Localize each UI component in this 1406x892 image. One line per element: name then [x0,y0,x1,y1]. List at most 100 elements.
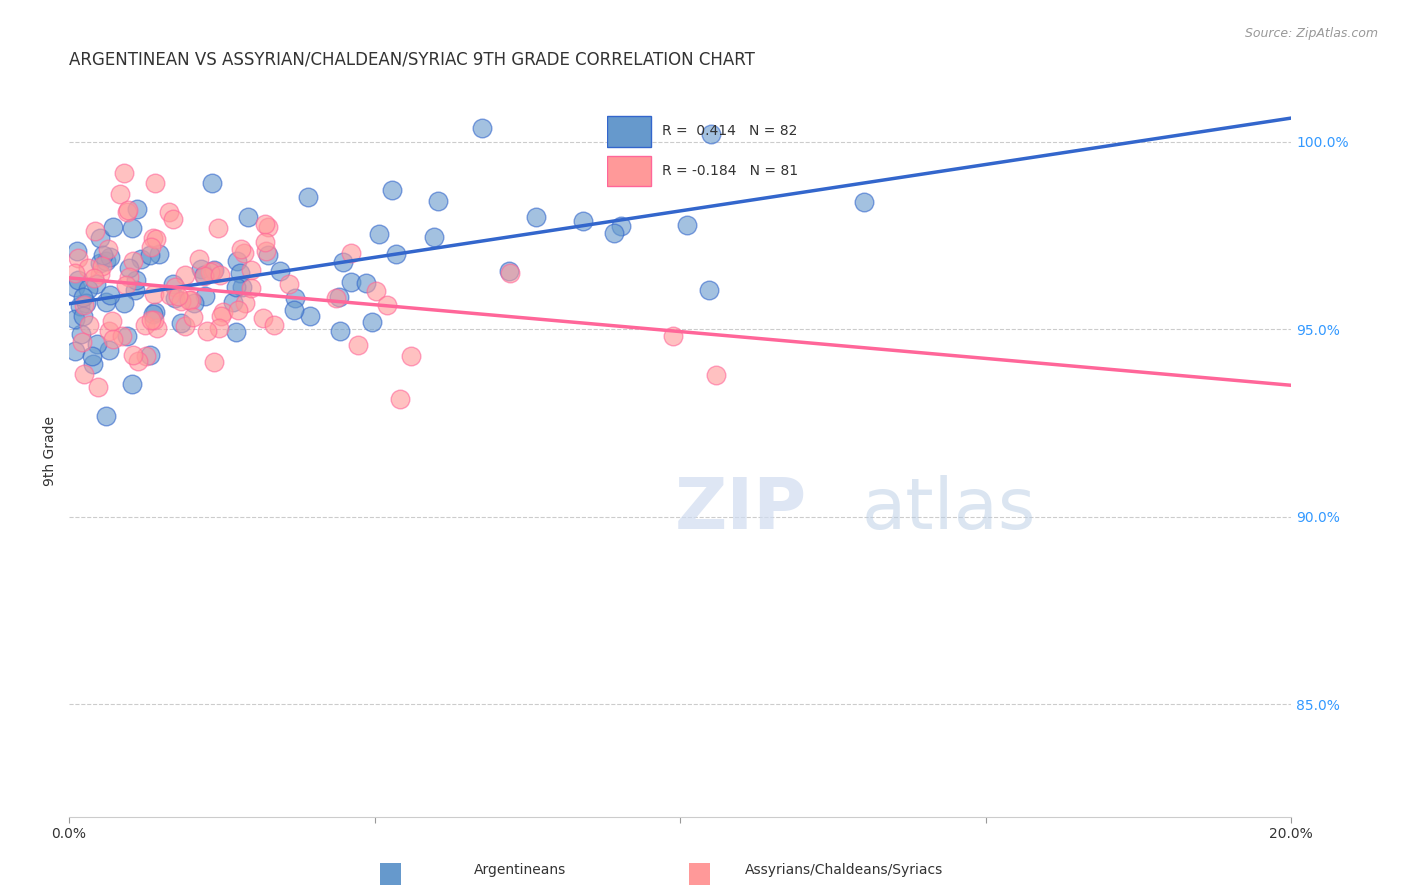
Point [127,202,149,216]
Point [676,218,699,232]
Point [367,227,389,242]
Point [167,289,190,303]
Point [142,231,165,245]
Point [235,296,257,310]
Point [86,277,108,291]
Point [142,286,165,301]
Text: ARGENTINEAN VS ASSYRIAN/CHALDEAN/SYRIAC 9TH GRADE CORRELATION CHART: ARGENTINEAN VS ASSYRIAN/CHALDEAN/SYRIAC … [69,51,755,69]
Point [226,302,249,317]
Point [325,292,347,306]
Point [329,324,352,338]
Point [117,202,139,217]
Point [135,349,157,363]
Point [174,268,197,282]
Point [110,187,132,202]
Point [118,261,141,276]
Point [112,166,135,180]
Point [239,281,262,295]
Point [700,127,723,141]
Point [190,261,212,276]
Point [499,267,522,281]
Point [208,268,231,282]
Point [231,280,253,294]
Point [157,204,180,219]
Point [193,268,215,282]
Point [159,288,181,302]
Point [121,376,143,391]
Point [115,277,138,292]
Point [76,283,98,297]
Point [98,250,121,264]
Point [169,316,191,330]
Point [229,242,252,256]
Point [98,287,121,301]
Point [706,368,728,383]
Point [222,295,245,310]
Point [375,298,398,312]
Point [66,244,89,259]
Point [173,318,195,333]
Point [226,254,249,268]
Point [381,183,404,197]
Point [225,279,247,293]
Point [340,276,363,290]
Point [165,280,187,294]
Point [77,318,100,332]
Point [183,296,205,310]
Point [284,291,307,305]
Point [139,313,162,327]
Point [67,252,90,266]
Point [89,231,111,245]
Point [162,212,184,227]
Point [139,347,162,361]
Point [122,348,145,362]
Point [198,265,221,279]
Point [252,310,274,325]
Point [63,280,86,294]
Point [101,332,124,346]
Text: Source: ZipAtlas.com: Source: ZipAtlas.com [1244,27,1378,40]
Point [211,305,233,319]
Point [143,305,166,319]
Point [572,213,595,227]
Point [148,247,170,261]
Point [94,409,117,424]
Point [180,293,202,307]
Point [122,253,145,268]
Point [121,220,143,235]
Point [347,337,370,351]
Point [254,244,277,259]
Point [399,349,422,363]
Point [124,283,146,297]
Point [145,232,167,246]
Point [87,380,110,394]
Point [63,344,86,359]
Point [96,294,118,309]
Point [332,255,354,269]
Point [194,289,217,303]
Point [498,264,520,278]
Point [162,277,184,291]
Point [201,176,224,190]
Point [193,269,215,284]
Text: Argentineans: Argentineans [474,863,567,877]
Point [75,296,97,310]
Point [73,298,96,312]
Point [208,321,231,335]
Point [187,252,209,266]
Point [91,248,114,262]
Point [181,310,204,325]
Point [254,217,277,231]
Point [699,283,721,297]
Point [269,264,291,278]
Point [142,307,165,321]
Point [80,349,103,363]
Point [207,220,229,235]
Point [852,194,875,209]
Point [471,121,494,136]
Point [225,325,247,339]
Point [65,311,87,326]
Point [661,329,683,343]
Point [97,343,120,358]
Point [283,303,305,318]
